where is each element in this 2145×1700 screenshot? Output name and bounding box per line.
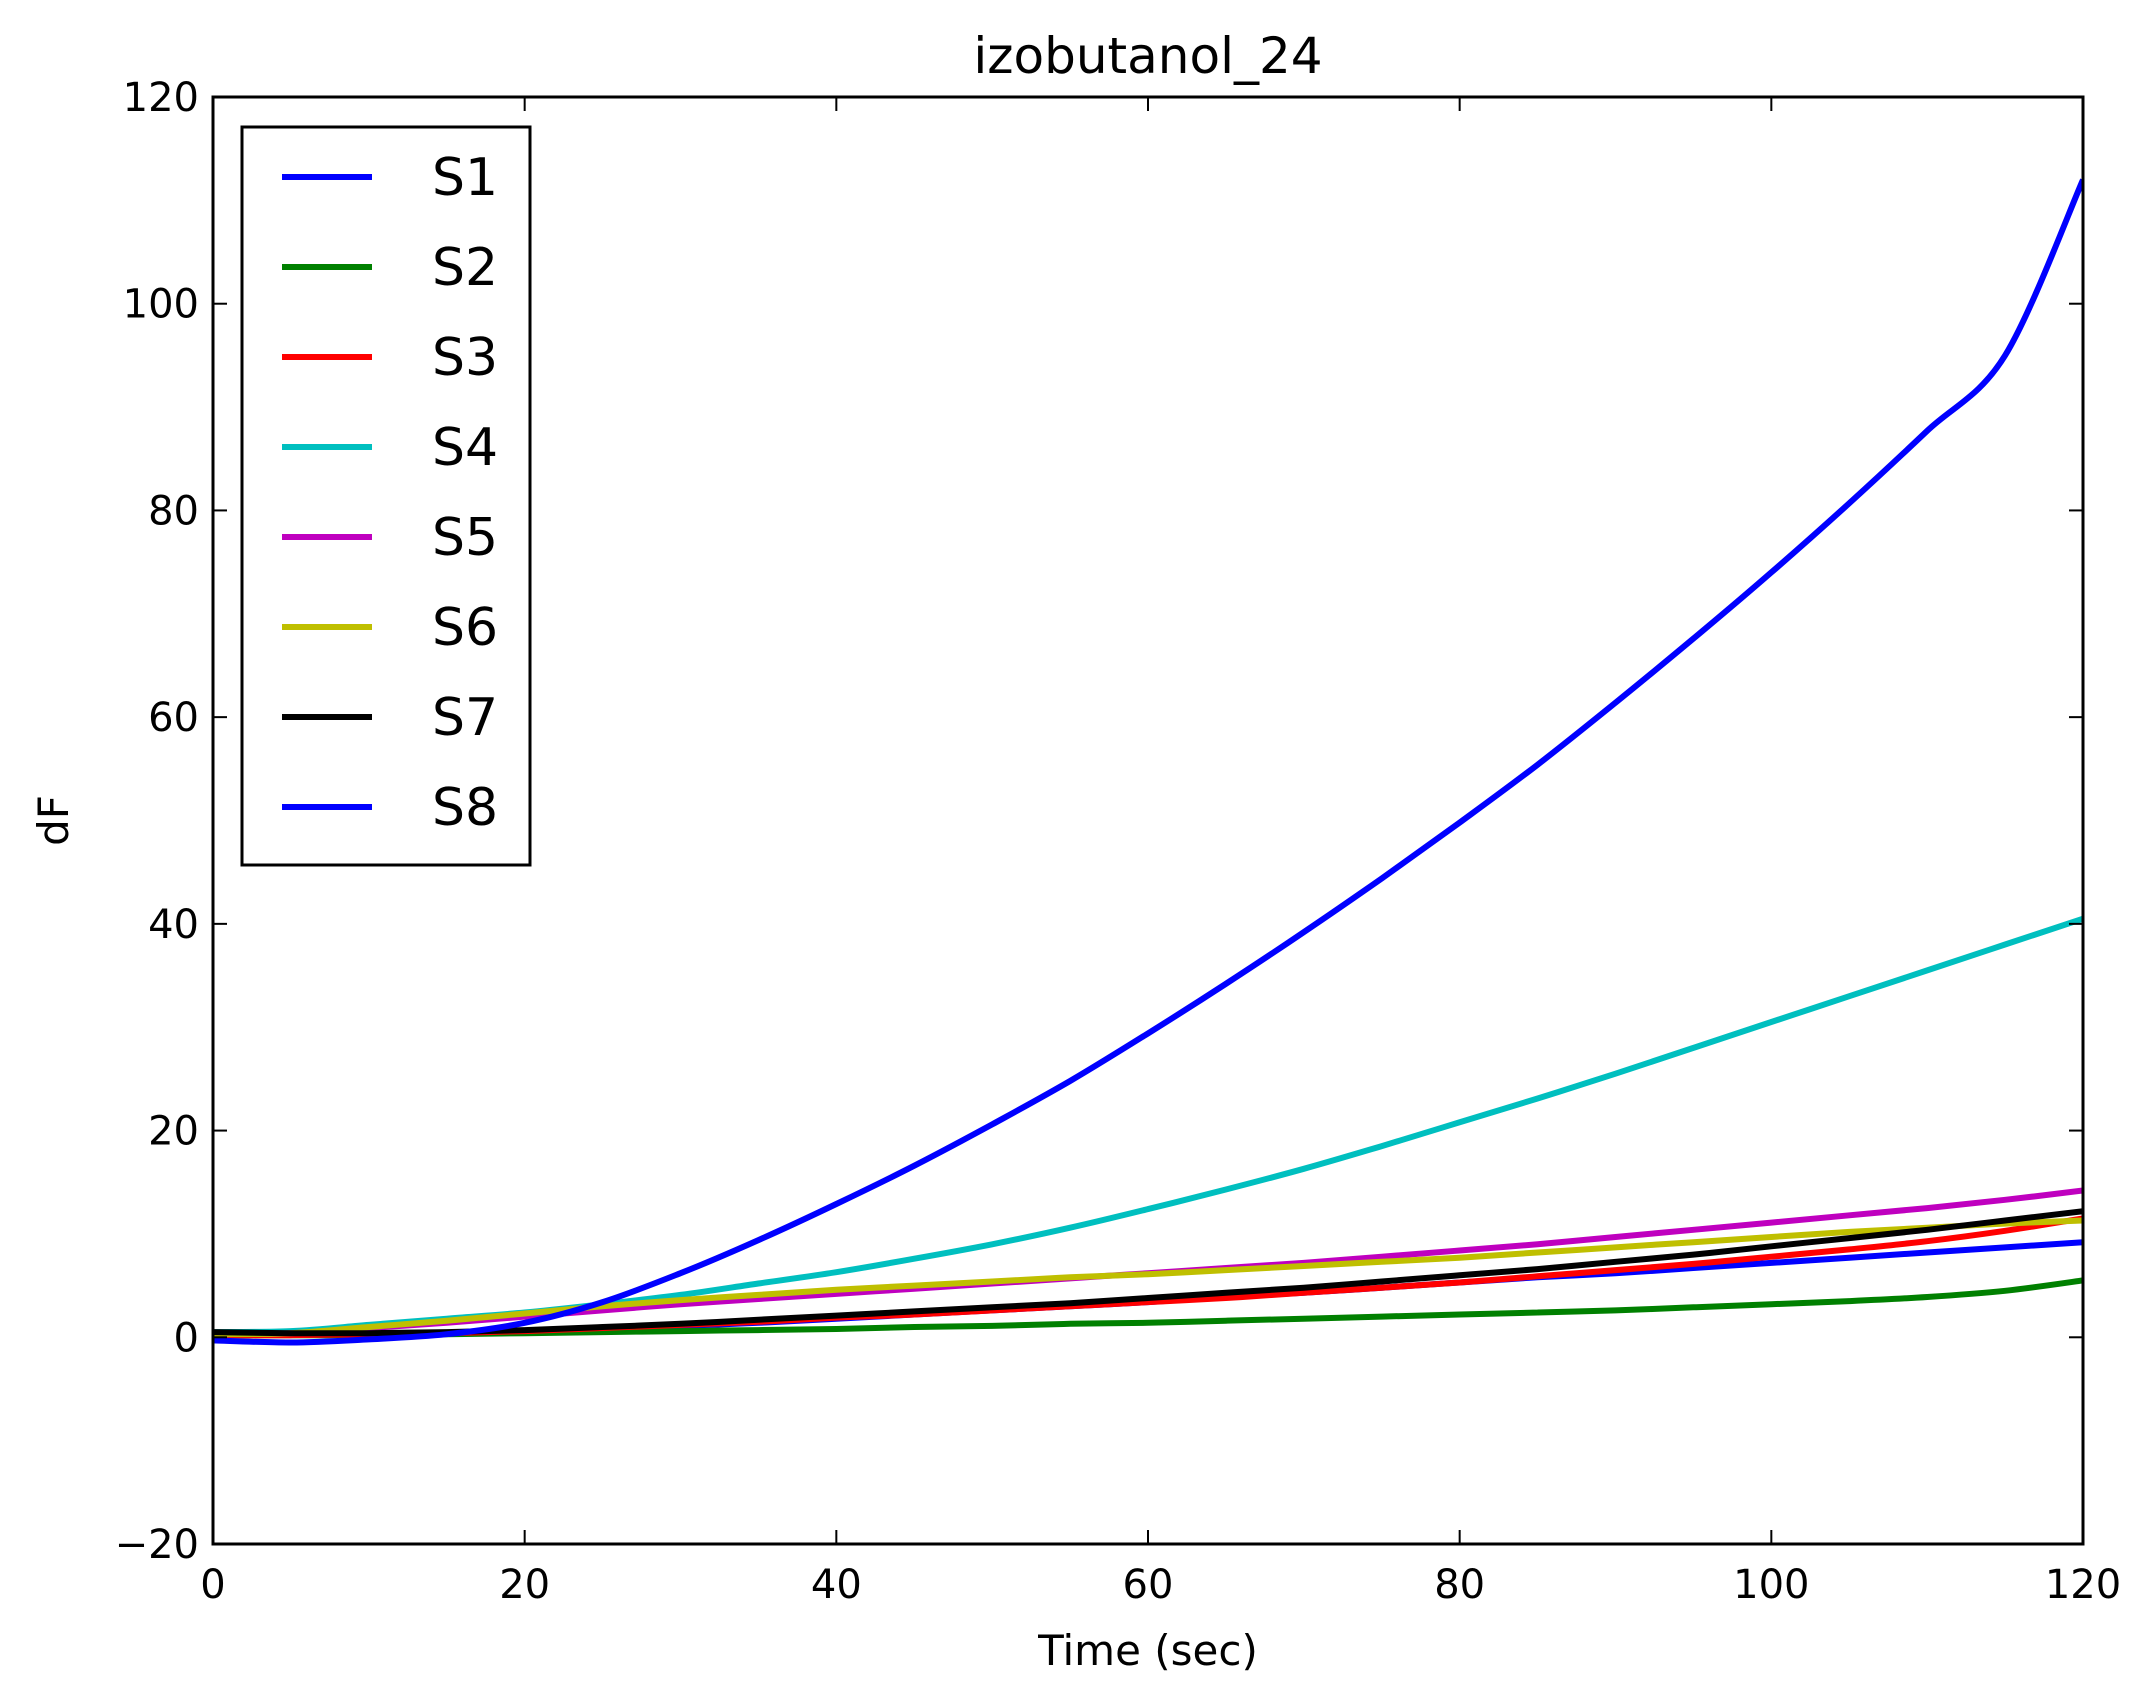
legend-label-s2: S2 <box>432 238 498 298</box>
x-tick-label: 80 <box>1434 1562 1485 1608</box>
y-tick-label: 20 <box>148 1109 199 1155</box>
y-tick-label: 100 <box>123 282 199 328</box>
x-tick-label: 0 <box>200 1562 225 1608</box>
legend-label-s6: S6 <box>432 598 498 658</box>
y-tick-label: 120 <box>123 75 199 121</box>
legend-box <box>240 125 532 867</box>
chart-title: izobutanol_24 <box>973 27 1322 85</box>
x-tick-label: 40 <box>811 1562 862 1608</box>
legend: S1 S2 S3 S4 S5 S6 S7 S8 <box>240 125 532 867</box>
legend-label-s5: S5 <box>432 508 498 568</box>
legend-label-s7: S7 <box>432 688 498 748</box>
x-tick-label: 20 <box>499 1562 550 1608</box>
y-tick-label: 0 <box>174 1315 199 1361</box>
x-axis-label: Time (sec) <box>1037 1626 1258 1675</box>
y-tick-label: 80 <box>148 488 199 534</box>
x-tick-label: 120 <box>2045 1562 2121 1608</box>
y-axis-label: dF <box>29 795 78 846</box>
legend-label-s1: S1 <box>432 148 498 208</box>
y-tick-label: 60 <box>148 695 199 741</box>
x-tick-label: 60 <box>1123 1562 1174 1608</box>
y-tick-label: 40 <box>148 902 199 948</box>
legend-label-s4: S4 <box>432 418 498 478</box>
legend-label-s3: S3 <box>432 328 498 388</box>
x-tick-label: 100 <box>1733 1562 1809 1608</box>
legend-label-s8: S8 <box>432 778 498 838</box>
series-line-s7 <box>213 1208 2083 1337</box>
plot-frame <box>211 95 2085 1546</box>
series-line-s6 <box>213 1217 2083 1338</box>
series-line-s8 <box>213 178 2083 1346</box>
series-layer <box>213 178 2083 1346</box>
y-tick-label: −20 <box>115 1522 199 1568</box>
